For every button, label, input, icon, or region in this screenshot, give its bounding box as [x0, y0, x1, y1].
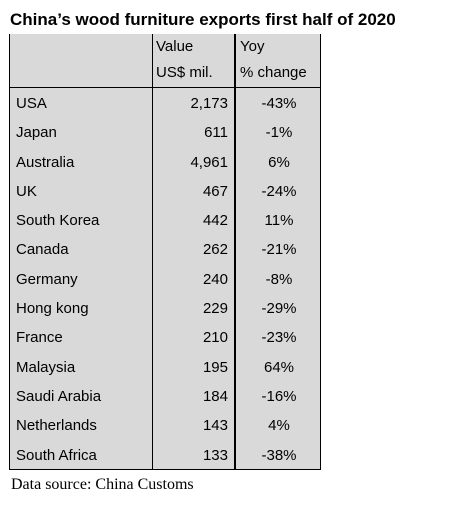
country-cell: South Korea — [16, 212, 100, 230]
yoy-cell: 6% — [268, 153, 290, 171]
value-cell: 611 — [204, 124, 228, 142]
value-cell: 143 — [202, 417, 228, 435]
country-cell: France — [16, 329, 63, 347]
table-row: South Korea 442 11% — [10, 207, 320, 236]
table-row: Australia 4,961 6% — [10, 149, 320, 178]
value-cell: 240 — [202, 270, 228, 288]
yoy-cell: -24% — [261, 182, 297, 200]
chart-title: China’s wood furniture exports first hal… — [10, 10, 396, 29]
yoy-cell: 4% — [268, 417, 290, 435]
column-divider — [152, 34, 153, 469]
country-cell: USA — [16, 95, 47, 112]
yoy-cell: -21% — [261, 241, 297, 259]
value-header-line2: US$ mil. — [156, 64, 213, 81]
column-divider-thick — [234, 34, 236, 469]
value-cell: 442 — [202, 212, 228, 230]
country-cell: Japan — [16, 124, 57, 142]
country-cell: Hong kong — [16, 300, 89, 318]
table-row: Hong kong 229 -29% — [10, 295, 320, 324]
table-row: Japan 611 -1% — [10, 119, 320, 148]
value-header-line1: Value — [156, 38, 194, 55]
country-cell: South Africa — [16, 446, 97, 464]
data-source-note: Data source: China Customs — [11, 476, 194, 493]
yoy-cell: -23% — [261, 329, 297, 347]
header-divider — [10, 87, 320, 88]
value-cell: 2,173 — [190, 95, 228, 112]
table-row: Netherlands 143 4% — [10, 412, 320, 441]
value-cell: 4,961 — [190, 153, 228, 171]
yoy-cell: 11% — [264, 212, 294, 230]
country-cell: Saudi Arabia — [16, 387, 102, 405]
table-row: Germany 240 -8% — [10, 266, 320, 295]
country-cell: Germany — [16, 270, 78, 288]
yoy-cell: -1% — [265, 124, 293, 142]
yoy-cell: -8% — [265, 270, 293, 288]
table-row: USA 2,173 -43% — [10, 90, 320, 119]
country-cell: Australia — [16, 153, 75, 171]
table-row: Saudi Arabia 184 -16% — [10, 383, 320, 412]
value-cell: 184 — [202, 387, 228, 405]
yoy-cell: -16% — [261, 387, 297, 405]
yoy-cell: 64% — [263, 358, 295, 376]
value-cell: 467 — [202, 182, 228, 200]
value-cell: 262 — [202, 241, 228, 259]
yoy-cell: -43% — [261, 95, 297, 112]
data-table: Value US$ mil. Yoy % change USA 2,173 -43%… — [9, 34, 321, 470]
yoy-cell: -38% — [261, 446, 297, 464]
value-cell: 229 — [202, 300, 228, 318]
yoy-header-line2: % change — [240, 64, 307, 81]
value-cell: 210 — [202, 329, 228, 347]
country-cell: Canada — [16, 241, 69, 259]
table-row: South Africa 133 -38% — [10, 442, 320, 471]
yoy-header-line1: Yoy — [240, 38, 265, 55]
table-row: Canada 262 -21% — [10, 236, 320, 265]
table-row: UK 467 -24% — [10, 178, 320, 207]
country-cell: UK — [16, 182, 37, 200]
table-row: France 210 -23% — [10, 324, 320, 353]
country-cell: Netherlands — [16, 417, 97, 435]
country-cell: Malaysia — [16, 358, 76, 376]
value-cell: 195 — [202, 358, 228, 376]
value-cell: 133 — [202, 446, 228, 464]
table-body: USA 2,173 -43% Japan 611 -1% Australia 4,961 6% U… — [10, 90, 320, 471]
table-row: Malaysia 195 64% — [10, 354, 320, 383]
yoy-cell: -29% — [261, 300, 297, 318]
